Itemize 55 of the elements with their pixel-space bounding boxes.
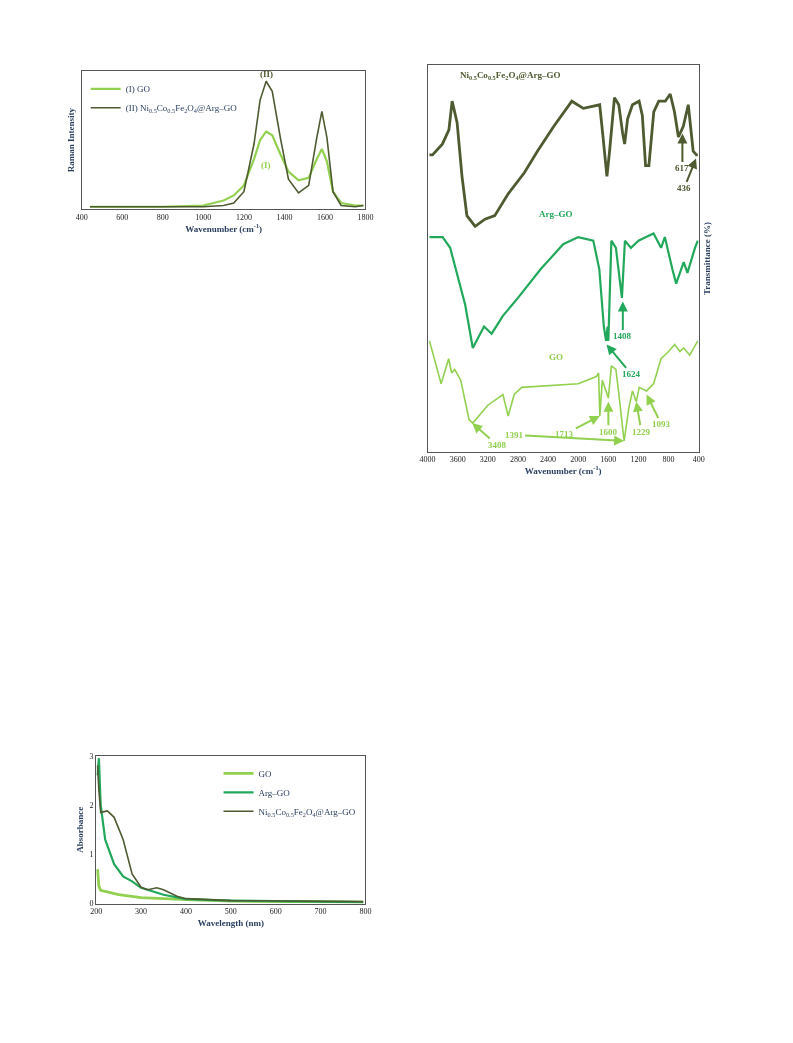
x-tick-label: 1400	[276, 212, 293, 222]
annotation: (II)	[260, 69, 273, 79]
x-tick-label: 1000	[195, 212, 212, 222]
legend-label: (I) GO	[125, 84, 151, 95]
x-tick-label: 2400	[540, 455, 557, 465]
text: (II) Ni$_{0.5}$Co$_{0.5}$Fe$_{2}$O$_{4}$@Arg–GO	[125, 103, 237, 115]
legend-label: GO	[258, 768, 273, 779]
x-tick-label: 1600	[600, 455, 617, 465]
legend-label: Arg–GO	[258, 787, 291, 798]
annotation: 1600	[599, 427, 618, 437]
x-axis-title: Wavenumber (cm$^{-1}$)	[185, 221, 263, 234]
y-tick-label: 0	[89, 899, 94, 909]
x-tick-label: 1800	[357, 212, 374, 222]
annotation: (I)	[261, 160, 271, 170]
x-tick-label: 700	[314, 907, 327, 917]
x-tick-label: 3600	[449, 455, 466, 465]
annotation: 1391	[505, 430, 524, 440]
y-tick-label: 2	[89, 800, 94, 810]
x-tick-label: 3200	[479, 455, 496, 465]
annotation: 3408	[488, 440, 507, 450]
x-tick-label: 600	[116, 212, 129, 222]
annotation: 436	[677, 183, 691, 193]
annotation: 617	[675, 163, 689, 173]
x-axis-title: Wavenumber (cm$^{-1}$)	[524, 464, 602, 477]
x-tick-label: 500	[224, 907, 237, 917]
text: Arg–GO	[539, 209, 573, 219]
x-tick-label: 800	[156, 212, 169, 222]
x-tick-label: 1600	[316, 212, 333, 222]
x-tick-label: 600	[269, 907, 282, 917]
text: Ni$_{0.5}$Co$_{0.5}$Fe$_{2}$O$_{4}$@Arg–GO	[258, 806, 356, 818]
text: GO	[549, 352, 564, 362]
x-tick-label: 1200	[630, 455, 647, 465]
x-tick-label: 4000	[419, 455, 436, 465]
x-tick-label: 400	[75, 212, 88, 222]
x-tick-label: 2000	[570, 455, 587, 465]
x-tick-label: 2800	[509, 455, 526, 465]
x-axis-title: Wavelength (nm)	[197, 917, 264, 928]
annotation: 1093	[652, 419, 671, 429]
y-axis-title: Absorbance	[74, 806, 85, 853]
annotation: 1713	[555, 429, 574, 439]
y-tick-label: 3	[89, 751, 94, 761]
x-tick-label: 200	[90, 907, 103, 917]
x-tick-label: 400	[692, 455, 705, 465]
y-axis-title: Raman Intensity	[66, 107, 77, 173]
annotation: 1624	[622, 369, 641, 379]
annotation: 1408	[613, 331, 632, 341]
y-tick-label: 1	[89, 850, 94, 860]
x-tick-label: 300	[135, 907, 148, 917]
x-tick-label: 1200	[235, 212, 252, 222]
annotation: 1229	[632, 427, 651, 437]
text: Ni$_{0.5}$Co$_{0.5}$Fe$_{2}$O$_{4}$@Arg–GO	[460, 70, 561, 81]
x-tick-label: 400	[179, 907, 192, 917]
y-axis-title: Transmittance (%)	[701, 222, 712, 296]
x-tick-label: 800	[359, 907, 372, 917]
x-tick-label: 800	[662, 455, 675, 465]
